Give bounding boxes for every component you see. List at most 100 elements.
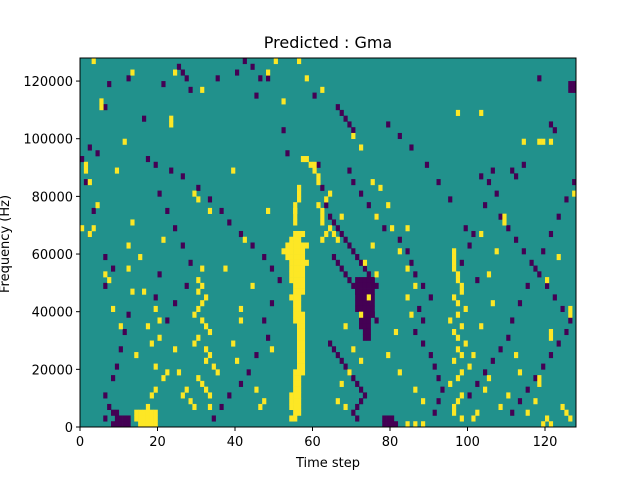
x-tick-label: 120 bbox=[533, 435, 558, 450]
heatmap-cell-low bbox=[118, 421, 123, 428]
heatmap-cell-high bbox=[455, 109, 461, 116]
heatmap-cell-high bbox=[455, 346, 461, 353]
heatmap-cell-high bbox=[114, 167, 120, 174]
heatmap-cell-high bbox=[362, 259, 368, 266]
heatmap-cell-high bbox=[359, 144, 364, 151]
heatmap-cell-low bbox=[254, 352, 259, 359]
heatmap-cell-low bbox=[459, 259, 464, 266]
heatmap-cell-high bbox=[293, 375, 298, 382]
heatmap-cell-low bbox=[533, 375, 538, 382]
heatmap-cell-high bbox=[118, 323, 123, 330]
heatmap-cell-low bbox=[397, 132, 402, 140]
heatmap-cell-high bbox=[483, 386, 488, 393]
heatmap-cell-high bbox=[289, 254, 294, 261]
heatmap-cell-low bbox=[370, 277, 375, 284]
heatmap-cell-high bbox=[293, 409, 298, 416]
heatmap-cell-low bbox=[486, 179, 492, 186]
heatmap-cell-low bbox=[343, 271, 348, 278]
heatmap-cell-low bbox=[359, 190, 364, 197]
heatmap-cell-high bbox=[207, 207, 213, 214]
heatmap-cell-low bbox=[483, 202, 488, 209]
heatmap-cell-high bbox=[200, 317, 205, 324]
heatmap-cell-low bbox=[382, 421, 387, 428]
heatmap-cell-low bbox=[347, 242, 352, 249]
heatmap-cell-high bbox=[304, 75, 309, 82]
heatmap-cell-high bbox=[300, 248, 306, 255]
heatmap-cell-high bbox=[335, 398, 340, 405]
heatmap-cell-low bbox=[320, 184, 325, 191]
heatmap-cell-high bbox=[297, 288, 302, 295]
heatmap-cell-low bbox=[351, 248, 356, 255]
heatmap-cell-low bbox=[145, 156, 151, 163]
heatmap-cell-low bbox=[107, 403, 112, 411]
y-tick-label: 60000 bbox=[32, 248, 73, 263]
heatmap-cell-high bbox=[153, 386, 158, 393]
heatmap-cell-high bbox=[448, 317, 453, 324]
heatmap-cell-low bbox=[355, 305, 360, 312]
heatmap-cell-low bbox=[188, 86, 193, 93]
heatmap-cell-high bbox=[138, 415, 143, 422]
heatmap-cell-high bbox=[254, 386, 259, 393]
heatmap-cell-high bbox=[568, 311, 573, 318]
heatmap-cell-low bbox=[417, 305, 422, 312]
heatmap-cell-low bbox=[207, 196, 213, 203]
heatmap-cell-low bbox=[328, 213, 333, 220]
heatmap-cell-high bbox=[297, 323, 302, 330]
heatmap-cell-low bbox=[157, 190, 162, 197]
heatmap-cell-high bbox=[459, 392, 464, 399]
heatmap-cell-low bbox=[355, 403, 360, 411]
heatmap-cell-high bbox=[560, 403, 565, 411]
heatmap-cell-high bbox=[304, 259, 309, 266]
heatmap-cell-high bbox=[486, 375, 492, 382]
heatmap-cell-high bbox=[300, 259, 306, 266]
heatmap-cell-high bbox=[297, 386, 302, 393]
heatmap-cell-high bbox=[91, 58, 96, 65]
heatmap-cell-high bbox=[421, 421, 426, 428]
heatmap-cell-low bbox=[355, 415, 360, 422]
heatmap-cell-high bbox=[320, 236, 325, 243]
heatmap-cell-high bbox=[285, 254, 290, 261]
heatmap-cell-high bbox=[250, 282, 255, 289]
heatmap-cell-high bbox=[196, 375, 201, 382]
heatmap-cell-high bbox=[176, 369, 182, 376]
y-axis: 0 20000 40000 60000 80000 100000 120000 bbox=[23, 75, 80, 436]
heatmap-cell-low bbox=[246, 369, 251, 376]
heatmap-cell-high bbox=[262, 398, 267, 405]
heatmap-cell-low bbox=[238, 380, 244, 387]
heatmap-cell-high bbox=[486, 271, 492, 278]
heatmap-cell-low bbox=[521, 161, 526, 168]
heatmap-cell-high bbox=[413, 386, 418, 393]
heatmap-cell-low bbox=[359, 305, 364, 312]
heatmap-cell-high bbox=[169, 121, 174, 128]
heatmap-cell-low bbox=[118, 415, 123, 422]
heatmap-cell-low bbox=[103, 254, 108, 261]
heatmap-cell-high bbox=[289, 259, 294, 266]
heatmap-cell-high bbox=[297, 346, 302, 353]
heatmap-cell-low bbox=[514, 236, 519, 243]
heatmap-cell-high bbox=[455, 375, 461, 382]
heatmap-cell-high bbox=[390, 225, 395, 232]
heatmap-cell-low bbox=[122, 415, 127, 422]
heatmap-cell-high bbox=[192, 403, 197, 411]
heatmap-cell-high bbox=[231, 167, 236, 174]
heatmap-cell-low bbox=[122, 328, 127, 336]
heatmap-cell-low bbox=[277, 277, 282, 284]
heatmap-cell-high bbox=[297, 305, 302, 312]
heatmap-cell-low bbox=[355, 277, 360, 284]
x-tick-label: 40 bbox=[227, 435, 244, 450]
heatmap-cell-high bbox=[142, 421, 147, 428]
heatmap-cell-high bbox=[184, 386, 189, 393]
heatmap-cell-high bbox=[386, 202, 391, 209]
heatmap-cell-high bbox=[452, 254, 457, 261]
heatmap-cell-low bbox=[107, 81, 112, 88]
heatmap-cell-low bbox=[366, 202, 371, 209]
heatmap-cell-high bbox=[134, 415, 139, 422]
heatmap-cell-high bbox=[293, 386, 298, 393]
heatmap-cell-high bbox=[180, 392, 185, 399]
heatmap-cell-low bbox=[556, 213, 561, 220]
heatmap-cell-high bbox=[413, 282, 418, 289]
heatmap-cell-high bbox=[145, 409, 151, 416]
heatmap-cell-high bbox=[281, 248, 286, 255]
heatmap-cell-high bbox=[297, 236, 302, 243]
heatmap-cell-high bbox=[378, 184, 383, 191]
